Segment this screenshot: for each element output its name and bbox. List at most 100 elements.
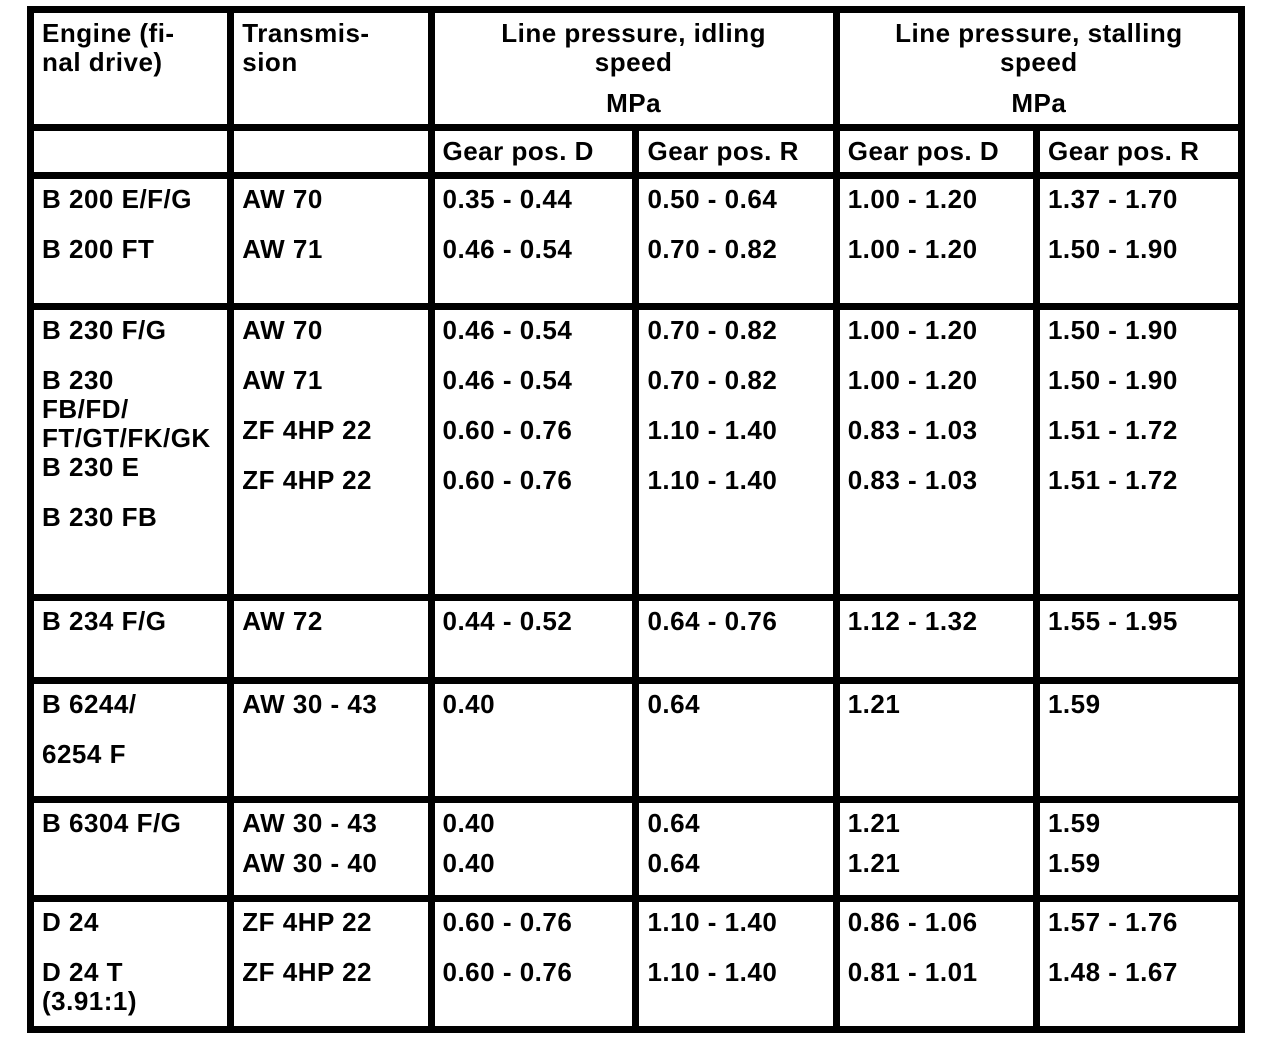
cell-text: 0.60 - 0.76: [442, 957, 573, 987]
cell-text: B 6244/: [42, 689, 137, 719]
table-cell-transmission: AW 72: [234, 601, 428, 677]
table-cell-engine: B 230 F/G B 230 FB/FD/FT/GT/FK/GK B 230 E B …: [34, 310, 228, 594]
cell-text: 0.60 - 0.76: [442, 907, 573, 937]
table-cell-idle-r: 0.64 - 0.76: [639, 601, 833, 677]
cell-text: 1.10 - 1.40: [647, 465, 778, 495]
cell-text: 0.46 - 0.54: [442, 365, 573, 395]
subheader-row: Gear pos. D Gear pos. R Gear pos. D Gear…: [34, 131, 1238, 172]
cell-text: 0.83 - 1.03: [847, 465, 978, 495]
cell-text: 1.50 - 1.90: [1047, 234, 1178, 264]
cell-text: 1.10 - 1.40: [647, 957, 778, 987]
table-row: B 230 F/G B 230 FB/FD/FT/GT/FK/GK B 230 E B …: [34, 310, 1238, 594]
header-text: Transmis-: [242, 18, 370, 48]
cell-text: 0.35 - 0.44: [442, 184, 573, 214]
table-cell-transmission: AW 70 AW 71 ZF 4HP 22 ZF 4HP 22: [234, 310, 428, 594]
table-cell-transmission: AW 30 - 43: [234, 684, 428, 796]
cell-text: 0.81 - 1.01: [847, 957, 978, 987]
cell-text: 0.86 - 1.06: [847, 907, 978, 937]
cell-text: 1.55 - 1.95: [1047, 606, 1178, 636]
cell-text: 6254 F: [42, 739, 126, 769]
cell-text: 1.51 - 1.72: [1047, 415, 1178, 445]
table-cell-idle-r: 0.70 - 0.82 0.70 - 0.82 1.10 - 1.40 1.10 - …: [639, 310, 833, 594]
table-cell-idle-r: 0.64: [639, 684, 833, 796]
cell-text: AW 30 - 40: [242, 848, 378, 878]
table-cell-idle-d: 0.35 - 0.44 0.46 - 0.54: [434, 179, 633, 303]
cell-text: FT/GT/FK/GK: [42, 423, 211, 453]
table-cell-idle-d: 0.60 - 0.76 0.60 - 0.76: [434, 902, 633, 1026]
table-cell-engine: B 234 F/G: [34, 601, 228, 677]
subheader-cell-gear-d-idle: Gear pos. D: [434, 131, 633, 172]
cell-text: 1.59: [1047, 689, 1101, 719]
header-cell-transmission: Transmis- sion: [234, 13, 428, 124]
cell-text: 1.21: [847, 689, 901, 719]
cell-text: 0.40: [442, 808, 496, 838]
table-row: B 6244/6254 F AW 30 - 43 0.40 0.64 1.21 1.59: [34, 684, 1238, 796]
header-text: speed: [1000, 47, 1078, 77]
cell-text: AW 71: [242, 365, 323, 395]
subheader-cell-gear-d-stall: Gear pos. D: [839, 131, 1033, 172]
cell-text: (3.91:1): [42, 986, 138, 1016]
subheader-text: Gear pos. R: [1047, 136, 1200, 166]
table-cell-idle-r: 1.10 - 1.40 1.10 - 1.40: [639, 902, 833, 1026]
table-cell-stall-d: 1.12 - 1.32: [839, 601, 1033, 677]
table-row: B 200 E/F/G B 200 FT AW 70 AW 71 0.35 - 0.44…: [34, 179, 1238, 303]
cell-text: 1.12 - 1.32: [847, 606, 978, 636]
table-cell-stall-d: 1.00 - 1.20 1.00 - 1.20 0.83 - 1.03 0.83 - …: [839, 310, 1033, 594]
cell-text: 1.48 - 1.67: [1047, 957, 1178, 987]
cell-text: 0.44 - 0.52: [442, 606, 573, 636]
cell-text: 1.50 - 1.90: [1047, 315, 1178, 345]
table-cell-engine: B 200 E/F/G B 200 FT: [34, 179, 228, 303]
cell-text: FB/FD/: [42, 394, 129, 424]
subheader-cell-gear-r-idle: Gear pos. R: [639, 131, 833, 172]
cell-text: ZF 4HP 22: [242, 957, 372, 987]
table-cell-stall-r: 1.59: [1039, 684, 1238, 796]
table-row: B 234 F/G AW 72 0.44 - 0.52 0.64 - 0.76 1.12…: [34, 601, 1238, 677]
cell-text: 0.60 - 0.76: [442, 415, 573, 445]
table-cell-stall-d: 1.21 1.21: [839, 803, 1033, 895]
header-text: Line pressure, stalling: [895, 18, 1183, 48]
header-text: nal drive): [42, 47, 163, 77]
table-cell-idle-r: 0.50 - 0.64 0.70 - 0.82: [639, 179, 833, 303]
cell-text: 1.37 - 1.70: [1047, 184, 1178, 214]
header-text: sion: [242, 47, 298, 77]
cell-text: D 24 T: [42, 957, 124, 987]
table-cell-transmission: ZF 4HP 22 ZF 4HP 22: [234, 902, 428, 1026]
cell-text: 1.00 - 1.20: [847, 184, 978, 214]
cell-text: 1.10 - 1.40: [647, 907, 778, 937]
cell-text: 1.21: [847, 808, 901, 838]
cell-text: 1.57 - 1.76: [1047, 907, 1178, 937]
table-row: B 6304 F/G AW 30 - 43 AW 30 - 40 0.40 0.40 0.…: [34, 803, 1238, 895]
cell-text: B 230 E: [42, 452, 140, 482]
table-cell-stall-r: 1.37 - 1.70 1.50 - 1.90: [1039, 179, 1238, 303]
cell-text: AW 72: [242, 606, 323, 636]
table-cell-stall-r: 1.50 - 1.90 1.50 - 1.90 1.51 - 1.72 1.51 - …: [1039, 310, 1238, 594]
cell-text: 1.59: [1047, 808, 1101, 838]
table-body: Engine (fi- nal drive) Transmis- sion Li…: [34, 13, 1238, 1026]
cell-text: ZF 4HP 22: [242, 465, 372, 495]
header-cell-stalling: Line pressure, stalling speed MPa: [839, 13, 1238, 124]
cell-text: 0.46 - 0.54: [442, 315, 573, 345]
table-cell-stall-d: 0.86 - 1.06 0.81 - 1.01: [839, 902, 1033, 1026]
cell-text: B 230 FB: [42, 502, 158, 532]
cell-text: 0.50 - 0.64: [647, 184, 778, 214]
table-cell-idle-r: 0.64 0.64: [639, 803, 833, 895]
cell-text: B 200 FT: [42, 234, 155, 264]
table-cell-transmission: AW 30 - 43 AW 30 - 40: [234, 803, 428, 895]
table-cell-idle-d: 0.40: [434, 684, 633, 796]
cell-text: ZF 4HP 22: [242, 907, 372, 937]
cell-text: 1.51 - 1.72: [1047, 465, 1178, 495]
cell-text: 0.64: [647, 848, 701, 878]
cell-text: 1.10 - 1.40: [647, 415, 778, 445]
subheader-cell-gear-r-stall: Gear pos. R: [1039, 131, 1238, 172]
header-cell-idling: Line pressure, idling speed MPa: [434, 13, 833, 124]
table-cell-engine: B 6244/6254 F: [34, 684, 228, 796]
cell-text: ZF 4HP 22: [242, 415, 372, 445]
header-text: speed: [594, 47, 673, 77]
table-cell-idle-d: 0.44 - 0.52: [434, 601, 633, 677]
cell-text: B 200 E/F/G: [42, 184, 192, 214]
table-cell-transmission: AW 70 AW 71: [234, 179, 428, 303]
subheader-text: Gear pos. D: [847, 136, 1000, 166]
table-cell-idle-d: 0.40 0.40: [434, 803, 633, 895]
table-cell-stall-r: 1.57 - 1.76 1.48 - 1.67: [1039, 902, 1238, 1026]
cell-text: 0.64: [647, 808, 701, 838]
